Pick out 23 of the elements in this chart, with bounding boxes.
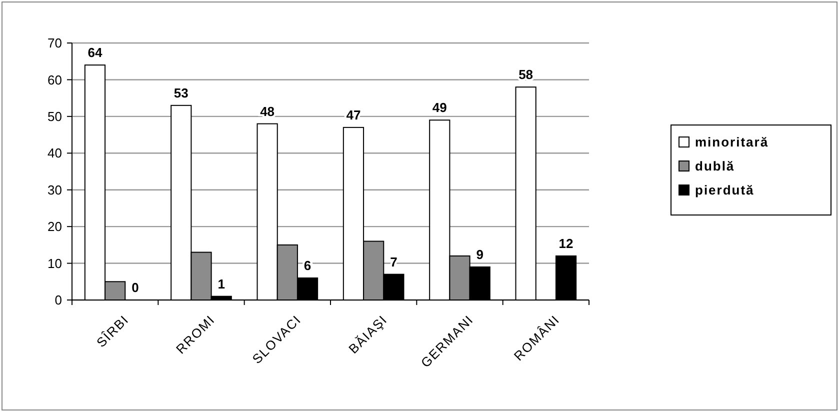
data-label: 53 bbox=[174, 85, 188, 100]
data-label: 49 bbox=[432, 100, 447, 116]
y-tick-label: 50 bbox=[48, 108, 62, 124]
legend-label: pierdută bbox=[695, 182, 754, 198]
data-label: 12 bbox=[558, 236, 574, 251]
data-label: 48 bbox=[260, 104, 275, 119]
y-tick-label: 0 bbox=[54, 292, 62, 308]
y-tick-label: 40 bbox=[48, 146, 62, 161]
y-tick-label: 30 bbox=[48, 182, 62, 198]
data-label: 47 bbox=[346, 107, 361, 122]
data-label: 58 bbox=[518, 67, 534, 82]
data-label: 1 bbox=[218, 276, 225, 292]
data-label: 9 bbox=[476, 246, 484, 262]
legend-label: minoritară bbox=[695, 134, 769, 150]
data-label: 6 bbox=[304, 258, 312, 273]
y-tick-label: 70 bbox=[48, 36, 62, 51]
y-tick-label: 10 bbox=[48, 256, 62, 271]
data-label: 7 bbox=[390, 254, 398, 270]
legend-label: dublă bbox=[695, 158, 735, 174]
y-tick-label: 60 bbox=[48, 72, 62, 88]
y-tick-label: 20 bbox=[48, 219, 62, 234]
data-label: 0 bbox=[132, 280, 139, 295]
data-label: 64 bbox=[88, 45, 103, 60]
